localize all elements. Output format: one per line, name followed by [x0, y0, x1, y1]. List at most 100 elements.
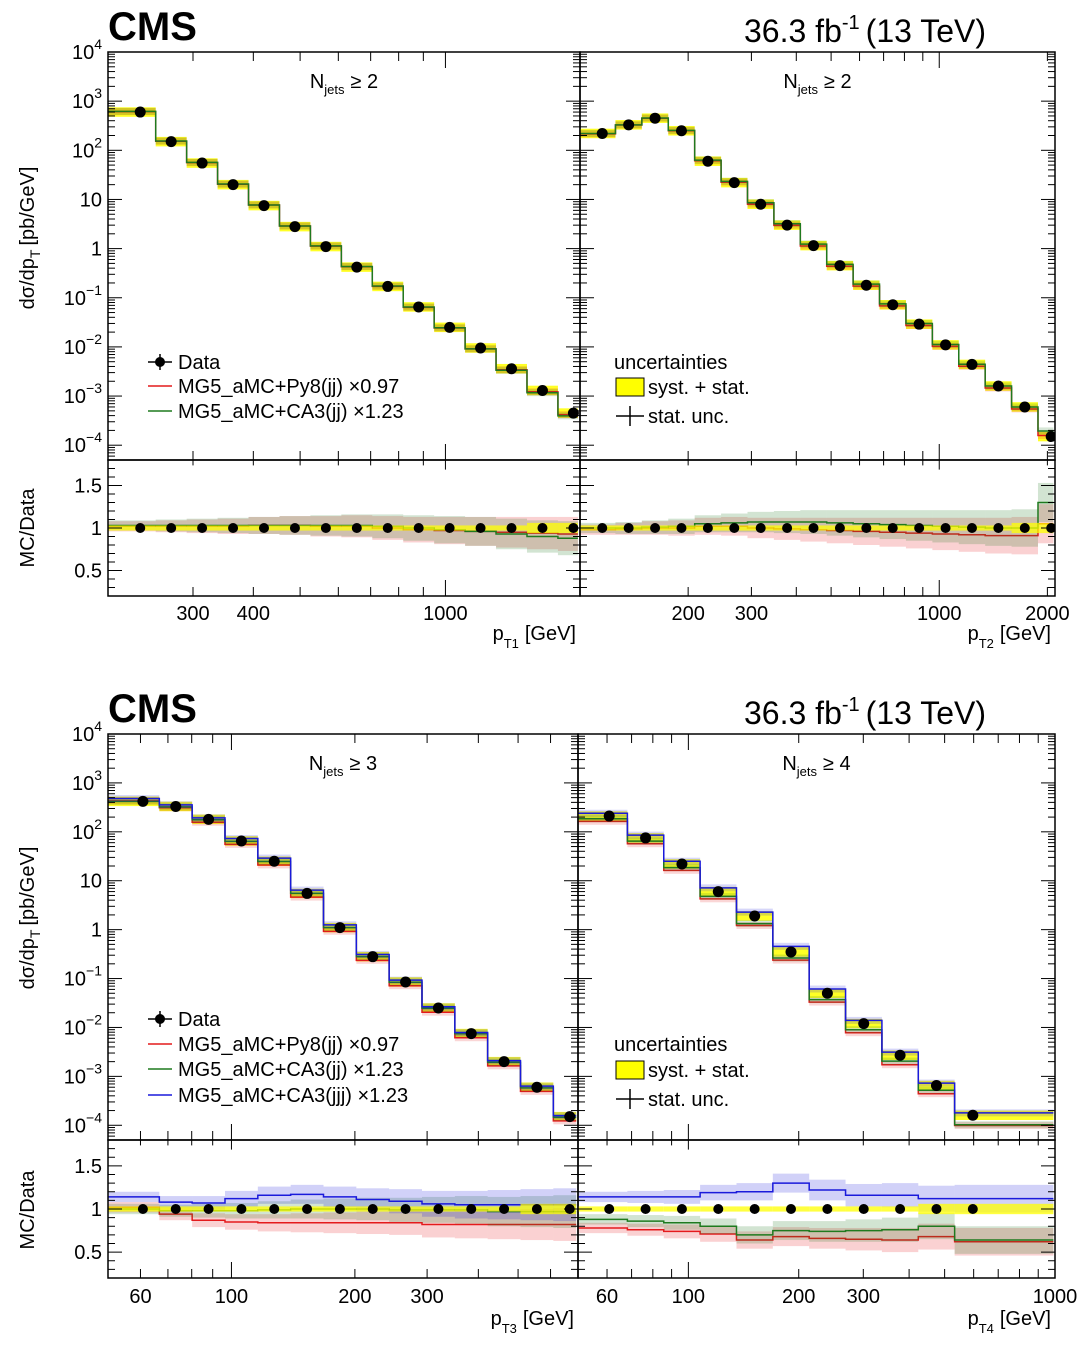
data-point — [858, 1018, 870, 1030]
data-point — [940, 339, 952, 351]
data-point — [755, 198, 767, 210]
ratio-data-point — [940, 523, 951, 533]
data-point — [992, 380, 1004, 392]
y-tick-label: 104 — [72, 36, 102, 64]
ylabel-main-bottom: dσ/dpT[pb/GeV] — [17, 847, 43, 990]
data-point — [967, 1109, 979, 1121]
ratio-data-point — [782, 523, 793, 533]
legend-models-top: Data MG5_aMC+Py8(jj) ×0.97 MG5_aMC+CA3(j… — [148, 352, 404, 423]
ratio-data-point — [400, 1204, 411, 1214]
ratio-data-point — [137, 1204, 148, 1214]
x-axis-title: pT4 [GeV] — [968, 1308, 1051, 1336]
ylabel-ratio-top: MC/Data — [17, 488, 39, 568]
lumi-label-bottom: 36.3 fb-1 (13 TeV) — [744, 694, 986, 731]
legend-stat-label-bottom: stat. unc. — [648, 1089, 729, 1111]
legend-py8-label-top: MG5_aMC+Py8(jj) ×0.97 — [178, 376, 399, 398]
ratio-data-point — [269, 1204, 280, 1214]
data-point — [749, 910, 761, 922]
y-tick-label: 10−3 — [64, 1060, 102, 1088]
data-point — [675, 125, 687, 137]
data-point — [808, 240, 820, 252]
ratio-data-point — [475, 523, 486, 533]
legend-models-bottom: Data MG5_aMC+Py8(jj) ×0.97 MG5_aMC+CA3(j… — [148, 1009, 408, 1107]
main-frame — [107, 51, 581, 461]
ratio-data-point — [334, 1204, 345, 1214]
data-point — [444, 321, 456, 333]
data-point — [235, 835, 247, 847]
header-top: CMS 36.3 fb-1 (13 TeV) — [108, 5, 986, 49]
plot-area — [580, 112, 1055, 555]
ratio-data-point — [1019, 523, 1030, 533]
ratio-tick-label: 1.5 — [74, 1156, 102, 1178]
ratio-data-point — [444, 523, 455, 533]
ratio-line-py8 — [108, 1206, 577, 1226]
ratio-data-point — [966, 523, 977, 533]
ratio-data-point — [302, 1204, 313, 1214]
x-tick-label: 300 — [735, 603, 768, 625]
njets-label: Njets ≥ 4 — [782, 753, 850, 779]
ylabel-ratio-bottom: MC/Data — [17, 1170, 39, 1250]
data-point — [400, 976, 412, 988]
ratio-data-point — [236, 1204, 247, 1214]
data-point — [1045, 431, 1055, 443]
legend-uncert-title-bottom: uncertainties — [614, 1034, 727, 1056]
ratio-data-point — [834, 523, 845, 533]
data-point — [432, 1002, 444, 1014]
y-tick-label: 104 — [72, 718, 102, 746]
legend-ca3-label-bottom: MG5_aMC+CA3(jj) ×1.23 — [178, 1059, 404, 1081]
y-tick-label: 103 — [72, 767, 102, 795]
y-tick-label: 103 — [72, 85, 102, 113]
data-point — [203, 813, 215, 825]
legend-data-label-bottom: Data — [178, 1009, 221, 1031]
data-point — [930, 1080, 942, 1092]
data-point — [351, 261, 363, 273]
syst-band-swatch-top — [615, 377, 645, 397]
ratio-data-point — [623, 523, 634, 533]
ratio-data-point — [858, 1204, 869, 1214]
data-point — [894, 1049, 906, 1061]
ratio-data-point — [676, 523, 687, 533]
ylabel-main-top: dσ/dpT[pb/GeV] — [17, 167, 43, 310]
ratio-line-py8 — [578, 1227, 1054, 1243]
plot-area — [108, 106, 579, 556]
legend-data-entry-top: Data — [148, 352, 221, 374]
x-tick-label: 100 — [672, 1286, 705, 1308]
ratio-tick-label: 1.5 — [74, 476, 102, 498]
data-point — [498, 1056, 510, 1068]
ratio-data-point — [650, 523, 661, 533]
data-point — [301, 887, 313, 899]
legend-py8-entry-bottom: MG5_aMC+Py8(jj) ×0.97 — [148, 1034, 399, 1056]
syst-band-swatch-bottom — [615, 1060, 645, 1080]
data-point — [227, 179, 239, 191]
legend-data-entry-bottom: Data — [148, 1009, 221, 1031]
njets-label: Njets ≥ 2 — [310, 71, 378, 97]
ratio-data-point — [914, 523, 925, 533]
legend-stat-label-top: stat. unc. — [648, 406, 729, 428]
data-marker-icon — [155, 1014, 165, 1024]
legend-uncert-title-top: uncertainties — [614, 352, 727, 374]
data-point — [640, 832, 652, 844]
ratio-data-point — [499, 1204, 510, 1214]
legend-ca3-entry-top: MG5_aMC+CA3(jj) ×1.23 — [148, 401, 404, 423]
legend-uncert-top: uncertainties syst. + stat. stat. unc. — [614, 352, 750, 428]
ratio-syst-band — [954, 1203, 1054, 1215]
data-point — [860, 279, 872, 291]
legend-data-label-top: Data — [178, 352, 221, 374]
data-point — [367, 951, 379, 963]
ratio-line-ca3 — [578, 1218, 1054, 1241]
ratio-data-point — [320, 523, 331, 533]
ratio-data-point — [351, 523, 362, 533]
data-point — [134, 106, 146, 118]
ratio-data-point — [931, 1204, 942, 1214]
ratio-data-point — [382, 523, 393, 533]
ratio-data-point — [729, 523, 740, 533]
data-point — [196, 157, 208, 169]
ratio-line-ca3-jjj — [578, 1182, 1054, 1200]
data-point — [728, 177, 740, 189]
data-point — [506, 363, 518, 375]
ratio-data-point — [258, 523, 269, 533]
x-tick-label: 60 — [129, 1286, 151, 1308]
y-tick-label: 10−2 — [64, 331, 102, 359]
